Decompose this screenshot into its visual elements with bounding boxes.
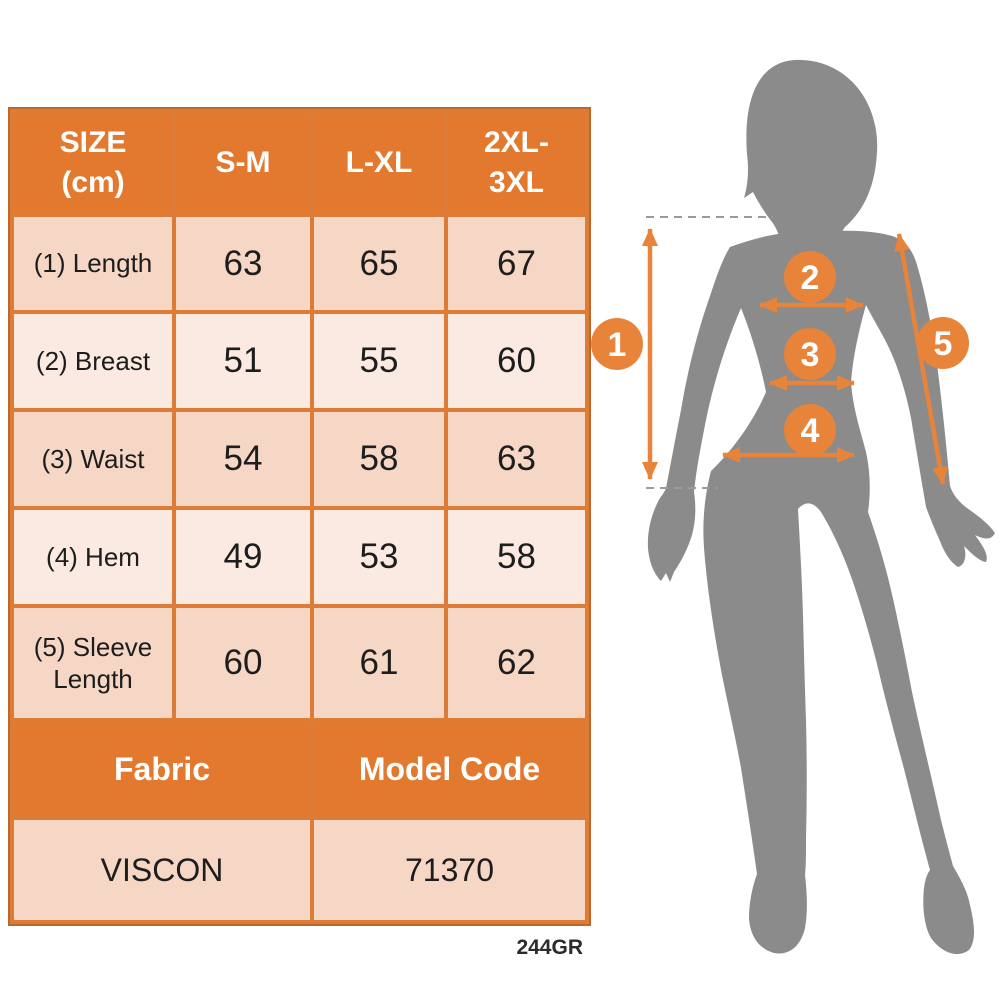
marker-2-circle [784,251,836,303]
fabric-header: Fabric [14,722,310,816]
marker-3-number: 3 [801,336,820,374]
waist-lxl: 58 [314,412,444,506]
sleeve-length-label: (5) Sleeve Length [33,631,153,695]
breast-2xl3xl: 60 [448,314,585,408]
breast-lxl: 55 [314,314,444,408]
header-cell-sm: S-M [176,113,310,213]
row-label-hem: (4) Hem [14,510,172,604]
model-code-header: Model Code [314,722,585,816]
hem-lxl: 53 [314,510,444,604]
header-2xl3xl-label: 2XL-3XL [483,126,549,199]
header-size-label: SIZE (cm) [59,126,127,199]
length-lxl: 65 [314,217,444,310]
header-cell-2xl3xl: 2XL-3XL [448,113,585,213]
sleeve-2xl3xl: 62 [448,608,585,718]
marker-4-circle [784,404,836,456]
header-cell-size: SIZE (cm) [14,113,172,213]
header-cell-lxl: L-XL [314,113,444,213]
row-label-waist: (3) Waist [14,412,172,506]
length-2xl3xl: 67 [448,217,585,310]
row-label-breast: (2) Breast [14,314,172,408]
woman-silhouette-icon [647,59,995,955]
marker-5-circle [917,317,969,369]
fabric-value: VISCON [14,820,310,920]
marker-1-circle [591,318,643,370]
row-label-sleeve-length: (5) Sleeve Length [14,608,172,718]
model-code-value: 71370 [314,820,585,920]
product-code-note: 244GR [516,936,583,959]
sleeve-sm: 60 [176,608,310,718]
row-label-length: (1) Length [14,217,172,310]
hem-sm: 49 [176,510,310,604]
size-table: SIZE (cm) S-M L-XL 2XL-3XL (1) Length 63… [8,107,591,926]
marker-3: 3 [784,328,836,380]
marker-3-circle [784,328,836,380]
marker-1-number: 1 [608,326,627,364]
waist-sm: 54 [176,412,310,506]
breast-sm: 51 [176,314,310,408]
sleeve-lxl: 61 [314,608,444,718]
waist-2xl3xl: 63 [448,412,585,506]
marker-4: 4 [784,404,836,456]
length-sm: 63 [176,217,310,310]
marker-4-number: 4 [801,412,820,450]
marker-2-number: 2 [801,259,820,297]
marker-2: 2 [784,251,836,303]
marker-1: 1 [591,318,643,370]
marker-5-number: 5 [934,325,953,363]
hem-2xl3xl: 58 [448,510,585,604]
sleeve-arrow [894,233,948,485]
marker-5: 5 [917,317,969,369]
